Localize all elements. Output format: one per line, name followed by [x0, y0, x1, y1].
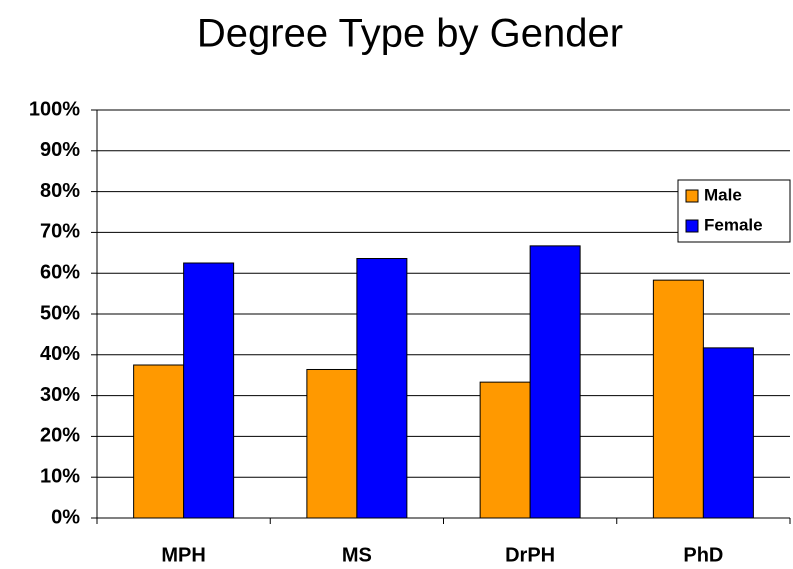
bar — [133, 364, 185, 519]
y-tick-label: 100% — [29, 98, 80, 120]
y-tick-label: 80% — [40, 180, 80, 202]
x-tick-label: PhD — [683, 544, 723, 566]
y-tick-label: 30% — [40, 384, 80, 406]
bar — [306, 368, 358, 519]
bar — [356, 258, 408, 519]
y-tick-label: 60% — [40, 261, 80, 283]
y-tick-label: 50% — [40, 302, 80, 324]
bar — [652, 279, 704, 519]
x-tick-label: MPH — [161, 544, 205, 566]
bar — [479, 381, 531, 519]
legend-label: Female — [704, 215, 763, 234]
legend-label: Male — [704, 185, 742, 204]
y-tick-label: 10% — [40, 465, 80, 487]
chart-title: Degree Type by Gender — [197, 12, 623, 56]
y-tick-label: 90% — [40, 139, 80, 161]
bar — [183, 262, 235, 519]
bar — [529, 245, 581, 519]
y-tick-label: 40% — [40, 343, 80, 365]
y-tick-label: 20% — [40, 425, 80, 447]
x-tick-label: MS — [342, 544, 372, 566]
y-tick-label: 0% — [51, 506, 80, 528]
legend-swatch — [685, 189, 699, 203]
y-tick-label: 70% — [40, 221, 80, 243]
bar — [702, 347, 754, 519]
x-tick-label: DrPH — [505, 544, 555, 566]
legend-swatch — [685, 219, 699, 233]
